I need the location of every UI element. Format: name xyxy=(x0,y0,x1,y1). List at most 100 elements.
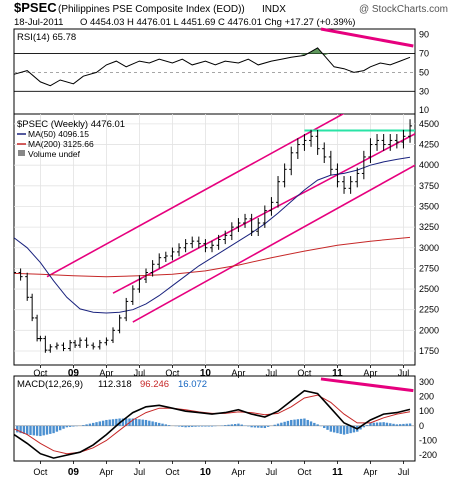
macd-panel xyxy=(13,375,416,462)
macd-tick-label: 0 xyxy=(419,421,424,431)
quote-date: 18-Jul-2011 xyxy=(14,17,63,28)
macd-label-value: 112.318 xyxy=(98,379,132,390)
macd-histogram-bar xyxy=(237,423,240,426)
macd-histogram-bar xyxy=(405,423,408,426)
price-tick-label: 3500 xyxy=(419,201,439,211)
macd-histogram-bar xyxy=(247,425,250,427)
price-tick-label: 3750 xyxy=(419,181,439,191)
price-x-label: 11 xyxy=(332,368,343,379)
macd-histogram-bar xyxy=(313,422,316,426)
macd-histogram-bar xyxy=(362,425,366,428)
price-tick-label: 3000 xyxy=(419,243,439,253)
macd-x-label: Apr xyxy=(99,467,113,477)
macd-histogram-bar xyxy=(108,419,111,426)
price-x-label: Apr xyxy=(363,368,377,378)
macd-histogram-bar xyxy=(72,425,75,427)
price-x-label: 09 xyxy=(68,368,80,379)
macd-histogram-bar xyxy=(293,419,296,426)
macd-histogram-bar xyxy=(98,421,102,426)
macd-histogram-bar xyxy=(332,425,336,433)
macd-histogram-bar xyxy=(263,425,267,429)
macd-histogram-bar xyxy=(359,425,362,430)
price-tick-label: 2000 xyxy=(419,325,439,335)
macd-x-label: Oct xyxy=(33,467,48,477)
price-tick-label: 1750 xyxy=(419,346,439,356)
macd-histogram-bar xyxy=(125,418,128,426)
macd-histogram-bar xyxy=(52,425,55,434)
macd-histogram-bar xyxy=(184,425,187,428)
rsi-line xyxy=(13,47,411,87)
macd-histogram-bar xyxy=(19,425,22,434)
macd-histogram-bar xyxy=(398,424,402,426)
rsi-divergence-line xyxy=(320,27,414,48)
watermark: @ StockCharts.com xyxy=(359,4,448,15)
macd-histogram-bar xyxy=(280,422,283,426)
macd-histogram-bar xyxy=(65,425,69,428)
macd-histogram-bar xyxy=(286,420,290,426)
macd-histogram-bar xyxy=(187,425,191,428)
macd-histogram-bar xyxy=(339,425,342,434)
macd-histogram-bar xyxy=(349,425,352,434)
macd-x-label: Apr xyxy=(231,467,245,477)
macd-histogram-bar xyxy=(402,423,405,426)
macd-histogram-bar xyxy=(352,425,356,433)
macd-histogram-bar xyxy=(276,423,280,426)
macd-histogram-bar xyxy=(210,425,214,427)
macd-histogram-bar xyxy=(299,418,303,426)
price-label: $PSEC (Weekly) 4476.01 xyxy=(17,119,125,130)
macd-label-name: MACD(12,26,9) xyxy=(17,379,83,390)
macd-histogram-bar xyxy=(42,425,45,436)
macd-histogram-bar xyxy=(369,422,372,426)
macd-x-label: Jul xyxy=(398,467,410,477)
macd-histogram-bar xyxy=(59,425,62,431)
macd-histogram-bar xyxy=(273,424,276,426)
macd-histogram-bar xyxy=(161,423,164,426)
macd-histogram-bar xyxy=(148,420,151,426)
macd-histogram-bar xyxy=(134,418,138,426)
macd-label-hist: 16.072 xyxy=(178,379,207,390)
macd-histogram-bar xyxy=(121,418,125,426)
macd-histogram-bar xyxy=(82,425,85,426)
rsi-panel xyxy=(13,28,416,115)
macd-histogram-bar xyxy=(88,423,92,426)
macd-x-label: 09 xyxy=(68,467,80,478)
macd-histogram-bar xyxy=(39,425,42,437)
rsi-tick-label: 50 xyxy=(419,67,429,77)
volume-legend-swatch xyxy=(18,150,25,156)
ma200-line xyxy=(14,236,411,278)
price-x-label: Jul xyxy=(266,368,278,378)
price-x-label: Apr xyxy=(99,368,113,378)
macd-histogram-bar xyxy=(309,421,313,426)
macd-x-label: Jul xyxy=(134,467,146,477)
macd-histogram-bar xyxy=(16,425,19,433)
macd-tick-label: -100 xyxy=(419,435,437,445)
macd-histogram-bar xyxy=(342,425,346,435)
price-x-label: Oct xyxy=(165,368,180,378)
macd-histogram-bar xyxy=(365,425,369,426)
macd-histogram-bar xyxy=(316,424,319,426)
ma200-legend: MA(200) 3125.66 xyxy=(28,139,94,149)
macd-histogram-bar xyxy=(257,425,260,428)
macd-histogram-bar xyxy=(131,418,135,426)
rsi-overbought-fill xyxy=(299,47,330,56)
index-name: (Philippines PSE Composite Index (EOD)) xyxy=(58,4,245,15)
volume-legend: Volume undef xyxy=(28,149,81,159)
macd-histogram-bar xyxy=(230,424,234,426)
macd-histogram-bar xyxy=(250,425,253,428)
price-tick-label: 4250 xyxy=(419,140,439,150)
price-tick-label: 2250 xyxy=(419,305,439,315)
price-tick-label: 4500 xyxy=(419,119,439,129)
price-channel-mid xyxy=(112,133,415,294)
macd-histogram-bar xyxy=(200,425,204,427)
macd-histogram-bar xyxy=(29,425,32,435)
macd-histogram-bar xyxy=(346,425,349,434)
macd-histogram-bar xyxy=(49,425,52,434)
macd-histogram-bar xyxy=(408,423,412,426)
macd-histogram-bar xyxy=(303,418,306,426)
macd-histogram-bar xyxy=(207,425,210,427)
price-channel-upper xyxy=(46,114,345,278)
macd-histogram-bar xyxy=(389,423,392,426)
macd-histogram-bar xyxy=(164,424,168,426)
macd-histogram-bar xyxy=(144,419,148,426)
macd-histogram-bar xyxy=(372,422,375,426)
